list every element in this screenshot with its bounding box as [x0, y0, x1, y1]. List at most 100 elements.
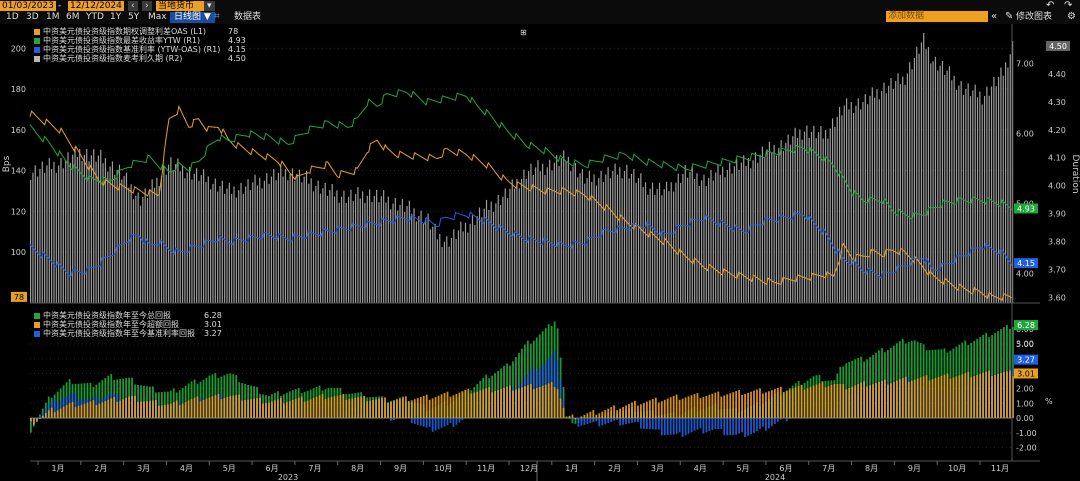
duration-bar: [584, 183, 586, 303]
duration-bar: [404, 211, 406, 303]
duration-bar: [347, 196, 350, 303]
legend-item[interactable]: 中资美元债投资级指数麦考利久期 (R2) 4.50: [34, 54, 246, 63]
duration-bar: [817, 132, 820, 303]
toolbar: 01/03/2023 - 12/12/2024 ‹ › 当地货币 ▾ 1D 3D…: [0, 0, 1080, 24]
return-bar: [705, 395, 708, 419]
start-date-input[interactable]: 01/03/2023: [0, 1, 56, 11]
return-bar: [327, 397, 330, 419]
return-bar: [461, 418, 464, 421]
duration-bar: [990, 86, 993, 303]
range-max[interactable]: Max: [148, 12, 167, 22]
return-bar: [506, 386, 508, 419]
return-bar: [446, 418, 449, 426]
duration-bar: [179, 171, 181, 303]
lower-legend: 中资美元债投资级指数年至今总回报 6.28 中资美元债投资级指数年至今超额回报 3.…: [34, 311, 222, 338]
return-bar: [369, 400, 372, 419]
duration-bar: [535, 167, 537, 303]
return-bar: [857, 384, 860, 419]
return-bar: [922, 376, 925, 419]
duration-bar: [871, 87, 873, 303]
duration-bar: [490, 201, 492, 303]
gear-icon[interactable]: ⚙: [1067, 11, 1076, 22]
left-tick-label: 200: [11, 44, 26, 53]
legend-item[interactable]: 中资美元债投资级指数最差收益率YTW (R1) 4.93: [34, 36, 246, 45]
lower-tick-label: -1.00: [1016, 429, 1037, 438]
chart-type-select[interactable]: 日线图 ▼: [170, 12, 215, 23]
duration-bar: [672, 191, 675, 303]
return-bar: [643, 402, 645, 419]
return-bar: [988, 370, 990, 419]
currency-select[interactable]: 当地货币: [156, 1, 206, 11]
undo-icon[interactable]: ↶: [1046, 0, 1055, 11]
duration-bar: [88, 161, 90, 303]
return-bar: [571, 414, 574, 419]
upper-lines: [29, 89, 1013, 301]
duration-bar: [958, 85, 960, 303]
return-bars: [30, 321, 1014, 438]
duration-bar: [238, 190, 240, 303]
return-bar: [515, 389, 517, 419]
range-5y[interactable]: 5Y: [128, 12, 140, 22]
duration-bar: [312, 191, 315, 303]
duration-bar: [392, 203, 394, 303]
duration-bar: [200, 175, 202, 303]
range-3d[interactable]: 3D: [26, 12, 39, 22]
range-1d[interactable]: 1D: [6, 12, 19, 22]
legend-item[interactable]: 中资美元债投资级指数年至今总回报 6.28: [34, 311, 222, 320]
duration-bar: [677, 173, 679, 303]
range-ytd[interactable]: YTD: [86, 12, 104, 22]
return-bar: [690, 418, 693, 433]
r2-tick-label: 3.60: [1048, 293, 1066, 302]
range-1y[interactable]: 1Y: [110, 12, 122, 22]
return-bar: [631, 402, 633, 419]
return-bar: [592, 410, 595, 419]
duration-bar: [717, 164, 719, 303]
legend-swatch: [34, 46, 40, 53]
currency-dropdown-icon[interactable]: ▾: [204, 1, 215, 11]
legend-item[interactable]: 中资美元债投资级指数年至今基准利率回报 3.27: [34, 329, 222, 338]
return-bar: [699, 398, 702, 419]
edit-chart-button[interactable]: 修改图表: [1016, 12, 1053, 22]
range-1m[interactable]: 1M: [46, 12, 60, 22]
expand-icon[interactable]: ⊞: [520, 28, 527, 37]
duration-bar: [960, 81, 962, 303]
return-bar: [762, 418, 764, 427]
duration-bar: [172, 169, 174, 303]
duration-bar: [785, 142, 787, 303]
return-bar: [696, 418, 699, 430]
prev-arrow-icon[interactable]: ‹: [128, 1, 138, 11]
add-data-input[interactable]: 添加数据: [886, 11, 988, 22]
redo-icon[interactable]: ↷: [1064, 0, 1073, 11]
legend-item[interactable]: 中资美元债投资级指数基准利率 (YTW-OAS) (R1) 4.15: [34, 45, 246, 54]
next-arrow-icon[interactable]: ›: [142, 1, 152, 11]
return-bar: [152, 400, 154, 419]
duration-bar: [418, 215, 420, 303]
duration-bar: [885, 93, 887, 303]
return-bar: [256, 398, 258, 419]
return-bar: [387, 402, 389, 419]
table-button[interactable]: 数据表: [234, 12, 262, 22]
range-6m[interactable]: 6M: [66, 12, 80, 22]
return-bar: [488, 387, 491, 419]
duration-bar: [181, 165, 184, 303]
return-bar: [360, 396, 363, 419]
duration-bar: [100, 149, 102, 303]
duration-bar: [930, 63, 932, 303]
legend-item[interactable]: 中资美元债投资级指数期权调整利差OAS (L1) 78: [34, 27, 238, 36]
r1-tick-label: 6.00: [1016, 130, 1034, 139]
edit-icon[interactable]: ✎: [1005, 11, 1014, 22]
return-bar: [952, 377, 955, 419]
duration-bars: [30, 32, 1014, 304]
legend-item[interactable]: 中资美元债投资级指数年至今超额回报 3.01: [34, 320, 222, 329]
duration-bar: [254, 174, 256, 303]
duration-bar: [939, 65, 941, 303]
return-bar: [41, 412, 44, 419]
return-bar: [175, 400, 178, 419]
duration-bar: [371, 201, 373, 303]
x-tick-label: 11月: [991, 464, 1009, 473]
return-bar: [637, 418, 639, 423]
line-chart-icon[interactable]: ⌗: [214, 11, 220, 22]
end-date-input[interactable]: 12/12/2024: [68, 1, 124, 11]
collapse-icon[interactable]: «: [991, 11, 998, 22]
return-bar: [634, 400, 636, 419]
